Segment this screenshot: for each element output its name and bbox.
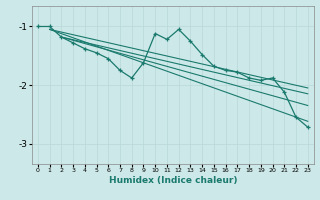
X-axis label: Humidex (Indice chaleur): Humidex (Indice chaleur) [108,176,237,185]
